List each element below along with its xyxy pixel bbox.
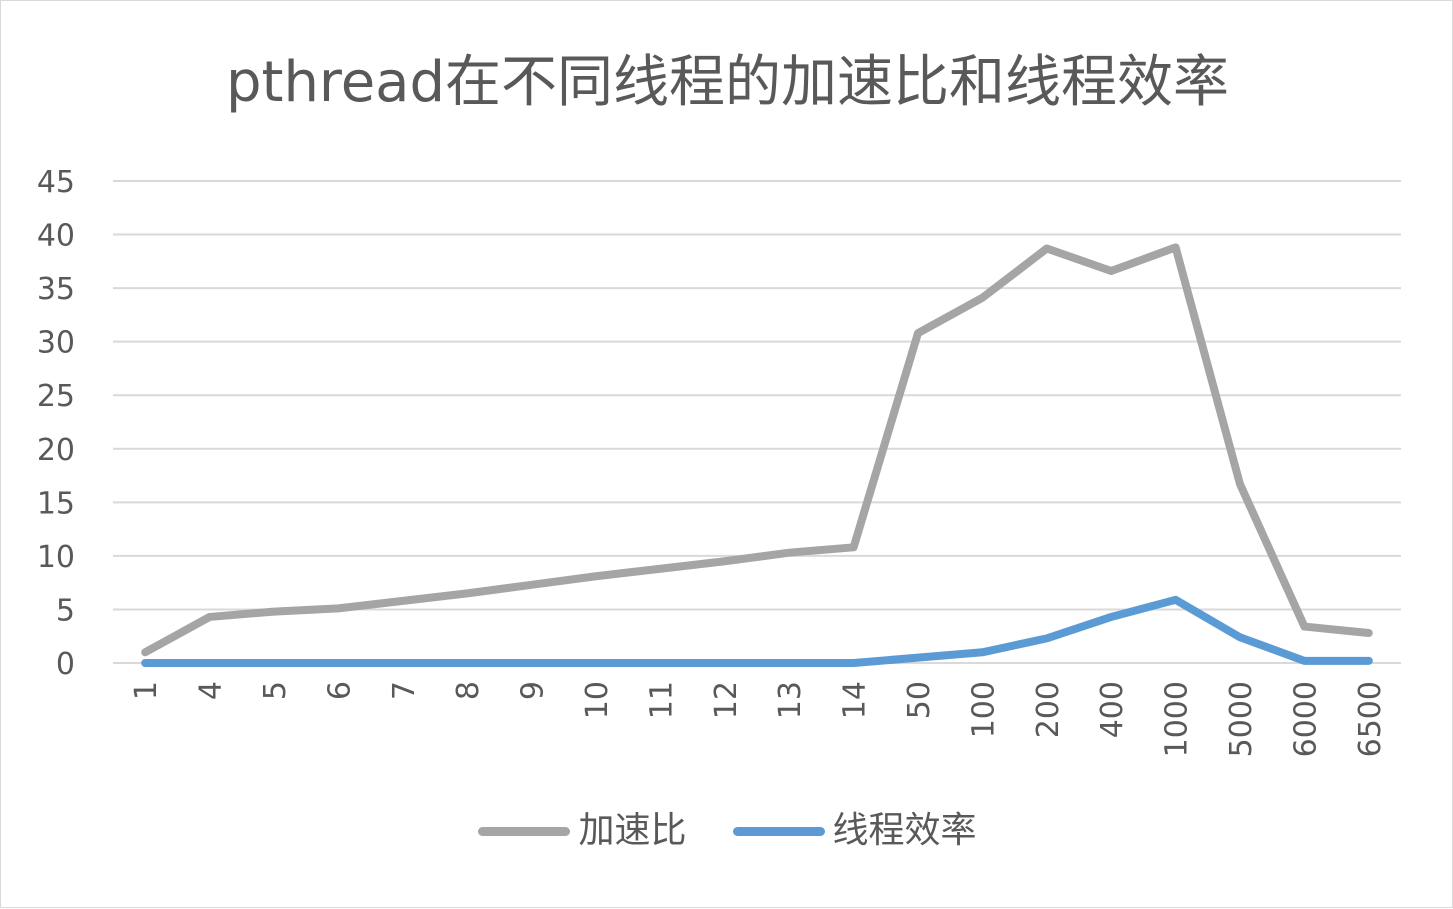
x-tick-label: 5000 (1224, 681, 1259, 757)
series-1-point (528, 659, 536, 667)
y-tick-label: 45 (37, 165, 75, 200)
series-0-point (1300, 623, 1308, 631)
series-0-point (1236, 480, 1244, 488)
x-tick-label: 1 (129, 681, 164, 700)
legend-label-speedup: 加速比 (578, 810, 687, 851)
series-0-point (1172, 243, 1180, 251)
series-0-point (592, 572, 600, 580)
y-tick-label: 20 (37, 433, 75, 468)
series-1-point (785, 659, 793, 667)
x-tick-label: 200 (1031, 681, 1066, 738)
series-0-point (141, 648, 149, 656)
gridlines (113, 180, 1401, 664)
series-1-point (592, 659, 600, 667)
series-1-point (334, 659, 342, 667)
series-0-point (399, 597, 407, 605)
series-1-point (721, 659, 729, 667)
series-0-point (270, 608, 278, 616)
series-1-point (141, 659, 149, 667)
series-line-0 (141, 243, 1373, 657)
series-1-point (1365, 657, 1373, 665)
series-line-1 (141, 595, 1373, 667)
x-tick-label: 14 (838, 681, 873, 719)
x-tick-label: 1000 (1160, 681, 1195, 757)
y-tick-label: 15 (37, 486, 75, 521)
series-0-point (1043, 244, 1051, 252)
chart-title: pthread在不同线程的加速比和线程效率 (225, 50, 1230, 115)
series-1-point (1300, 657, 1308, 665)
series-lines (141, 243, 1373, 667)
x-tick-label: 7 (387, 681, 422, 700)
series-1-point (978, 648, 986, 656)
series-1-point (914, 654, 922, 662)
x-tick-label: 12 (709, 681, 744, 719)
series-1-point (1236, 633, 1244, 641)
x-tick-label: 6000 (1288, 681, 1323, 757)
x-axis-ticks: 1 4 5 6 7 8 9 10 11 12 13 14 50 100 200 400 1000 5000 6000… (129, 681, 1388, 757)
y-tick-label: 25 (37, 379, 75, 414)
x-tick-label: 6500 (1353, 681, 1388, 757)
x-tick-label: 10 (580, 681, 615, 719)
series-1-point (206, 659, 214, 667)
x-tick-label: 100 (966, 681, 1001, 738)
legend-swatch-speedup (478, 826, 571, 836)
x-tick-label: 13 (773, 681, 808, 719)
series-1-point (850, 659, 858, 667)
y-axis-ticks: 0 5 10 15 20 25 30 35 40 45 (37, 165, 75, 682)
y-tick-label: 35 (37, 272, 75, 307)
series-1-point (270, 659, 278, 667)
series-0-point (206, 613, 214, 621)
series-0-point (656, 565, 664, 573)
series-0-point (721, 557, 729, 565)
series-0-point (1107, 267, 1115, 275)
x-tick-label: 6 (322, 681, 357, 700)
series-1-point (656, 659, 664, 667)
legend-item-efficiency[interactable]: 线程效率 (732, 810, 977, 851)
y-tick-label: 40 (37, 219, 75, 254)
legend: 加速比 线程效率 (1, 813, 1453, 849)
series-1-point (463, 659, 471, 667)
x-tick-label: 8 (451, 681, 486, 700)
y-tick-label: 30 (37, 326, 75, 361)
legend-item-speedup[interactable]: 加速比 (478, 810, 687, 851)
x-tick-label: 50 (902, 681, 937, 719)
series-0-point (528, 581, 536, 589)
series-0-point (463, 589, 471, 597)
y-tick-label: 5 (56, 593, 75, 628)
legend-label-efficiency: 线程效率 (832, 810, 977, 851)
series-1-point (399, 659, 407, 667)
x-tick-label: 400 (1095, 681, 1130, 738)
x-tick-label: 9 (516, 681, 551, 700)
x-tick-label: 11 (644, 681, 679, 719)
x-tick-label: 5 (258, 681, 293, 700)
y-tick-label: 10 (37, 540, 75, 575)
legend-swatch-efficiency (732, 826, 825, 836)
series-1-point (1172, 596, 1180, 604)
series-0-point (978, 294, 986, 302)
series-1-point (1107, 613, 1115, 621)
series-1-point (1043, 634, 1051, 642)
series-0-point (785, 549, 793, 557)
series-0-point (914, 329, 922, 337)
series-0-point (1365, 629, 1373, 637)
series-0-point (334, 604, 342, 612)
y-tick-label: 0 (56, 647, 75, 682)
x-tick-label: 4 (194, 681, 229, 700)
series-0-point (850, 543, 858, 551)
